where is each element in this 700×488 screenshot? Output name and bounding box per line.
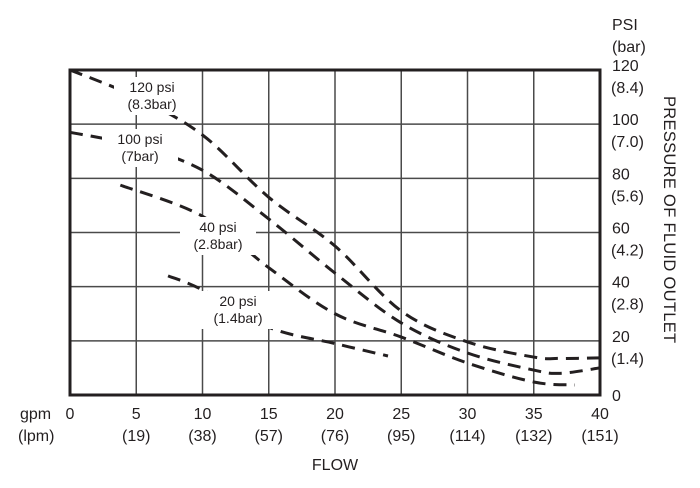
y-tick-bar: (2.8) bbox=[611, 297, 644, 314]
y-tick-psi: 100 bbox=[612, 112, 639, 129]
series-label-bar: (8.3bar) bbox=[127, 96, 176, 112]
series-labels: 120 psi(8.3bar) 100 psi(7bar) 40 psi(2.8ba… bbox=[102, 77, 276, 329]
series-label-name: 20 psi bbox=[219, 293, 256, 309]
x-tick-lpm: (132) bbox=[515, 428, 552, 445]
x-tick-gpm: 5 bbox=[132, 406, 141, 423]
x-tick-lpm: (76) bbox=[321, 428, 349, 445]
y-tick-bar: (5.6) bbox=[611, 188, 644, 205]
y-axis-title: PRESSURE OF FLUID OUTLET bbox=[660, 96, 678, 343]
x-tick-lpm: (38) bbox=[188, 428, 216, 445]
y-tick-psi: 80 bbox=[612, 166, 630, 183]
x-tick-gpm: 30 bbox=[459, 406, 477, 423]
x-tick-gpm: 25 bbox=[392, 406, 410, 423]
y-tick-psi: 0 bbox=[612, 388, 621, 405]
x-unit-gpm: gpm bbox=[20, 406, 51, 423]
y-tick-bar: (1.4) bbox=[611, 351, 644, 368]
series-label-bar: (1.4bar) bbox=[213, 310, 262, 326]
series-label-bar: (7bar) bbox=[121, 148, 158, 164]
x-axis-title: FLOW bbox=[312, 457, 359, 474]
x-tick-lpm: (57) bbox=[255, 428, 283, 445]
y-tick-psi: 60 bbox=[612, 221, 630, 238]
grid bbox=[69, 69, 601, 396]
x-tick-gpm: 0 bbox=[66, 406, 75, 423]
x-tick-gpm: 40 bbox=[591, 406, 609, 423]
y-tick-bar: (4.2) bbox=[611, 243, 644, 260]
x-tick-lpm: (151) bbox=[581, 428, 618, 445]
y-tick-psi: 120 bbox=[612, 58, 639, 75]
y-tick-bar: (7.0) bbox=[611, 134, 644, 151]
y-unit-psi: PSI bbox=[612, 17, 638, 34]
series-label-name: 40 psi bbox=[199, 219, 236, 235]
curve-40-psi bbox=[119, 183, 575, 387]
x-tick-gpm: 35 bbox=[525, 406, 543, 423]
series-label-name: 100 psi bbox=[117, 131, 162, 147]
y-tick-psi: 40 bbox=[612, 275, 630, 292]
x-tick-lpm: (95) bbox=[387, 428, 415, 445]
y-tick-psi: 20 bbox=[612, 329, 630, 346]
y-tick-bar: (8.4) bbox=[611, 80, 644, 97]
series-label-bg bbox=[180, 217, 256, 255]
x-tick-lpm: (19) bbox=[122, 428, 150, 445]
series-label-name: 120 psi bbox=[129, 79, 174, 95]
x-tick-lpm: (114) bbox=[449, 428, 485, 445]
x-unit-lpm: (lpm) bbox=[18, 428, 54, 445]
x-tick-labels: 0 5 (19) 10 (38) 15 (57) 20 (76) 25 (95) 30 (114) 35 (… bbox=[66, 406, 619, 445]
x-tick-gpm: 10 bbox=[194, 406, 212, 423]
y-tick-labels: 0 20 (1.4) 40 (2.8) 60 (4.2) 80 (5.6) 100 (7.0) 120… bbox=[611, 58, 644, 405]
x-tick-gpm: 20 bbox=[326, 406, 344, 423]
plot-frame bbox=[68, 68, 602, 397]
series-label-bg bbox=[114, 77, 190, 115]
x-tick-gpm: 15 bbox=[260, 406, 278, 423]
y-unit-bar: (bar) bbox=[612, 39, 646, 56]
series-label-bar: (2.8bar) bbox=[193, 236, 242, 252]
series-label-bg bbox=[200, 291, 276, 329]
series-label-bg bbox=[102, 129, 178, 167]
